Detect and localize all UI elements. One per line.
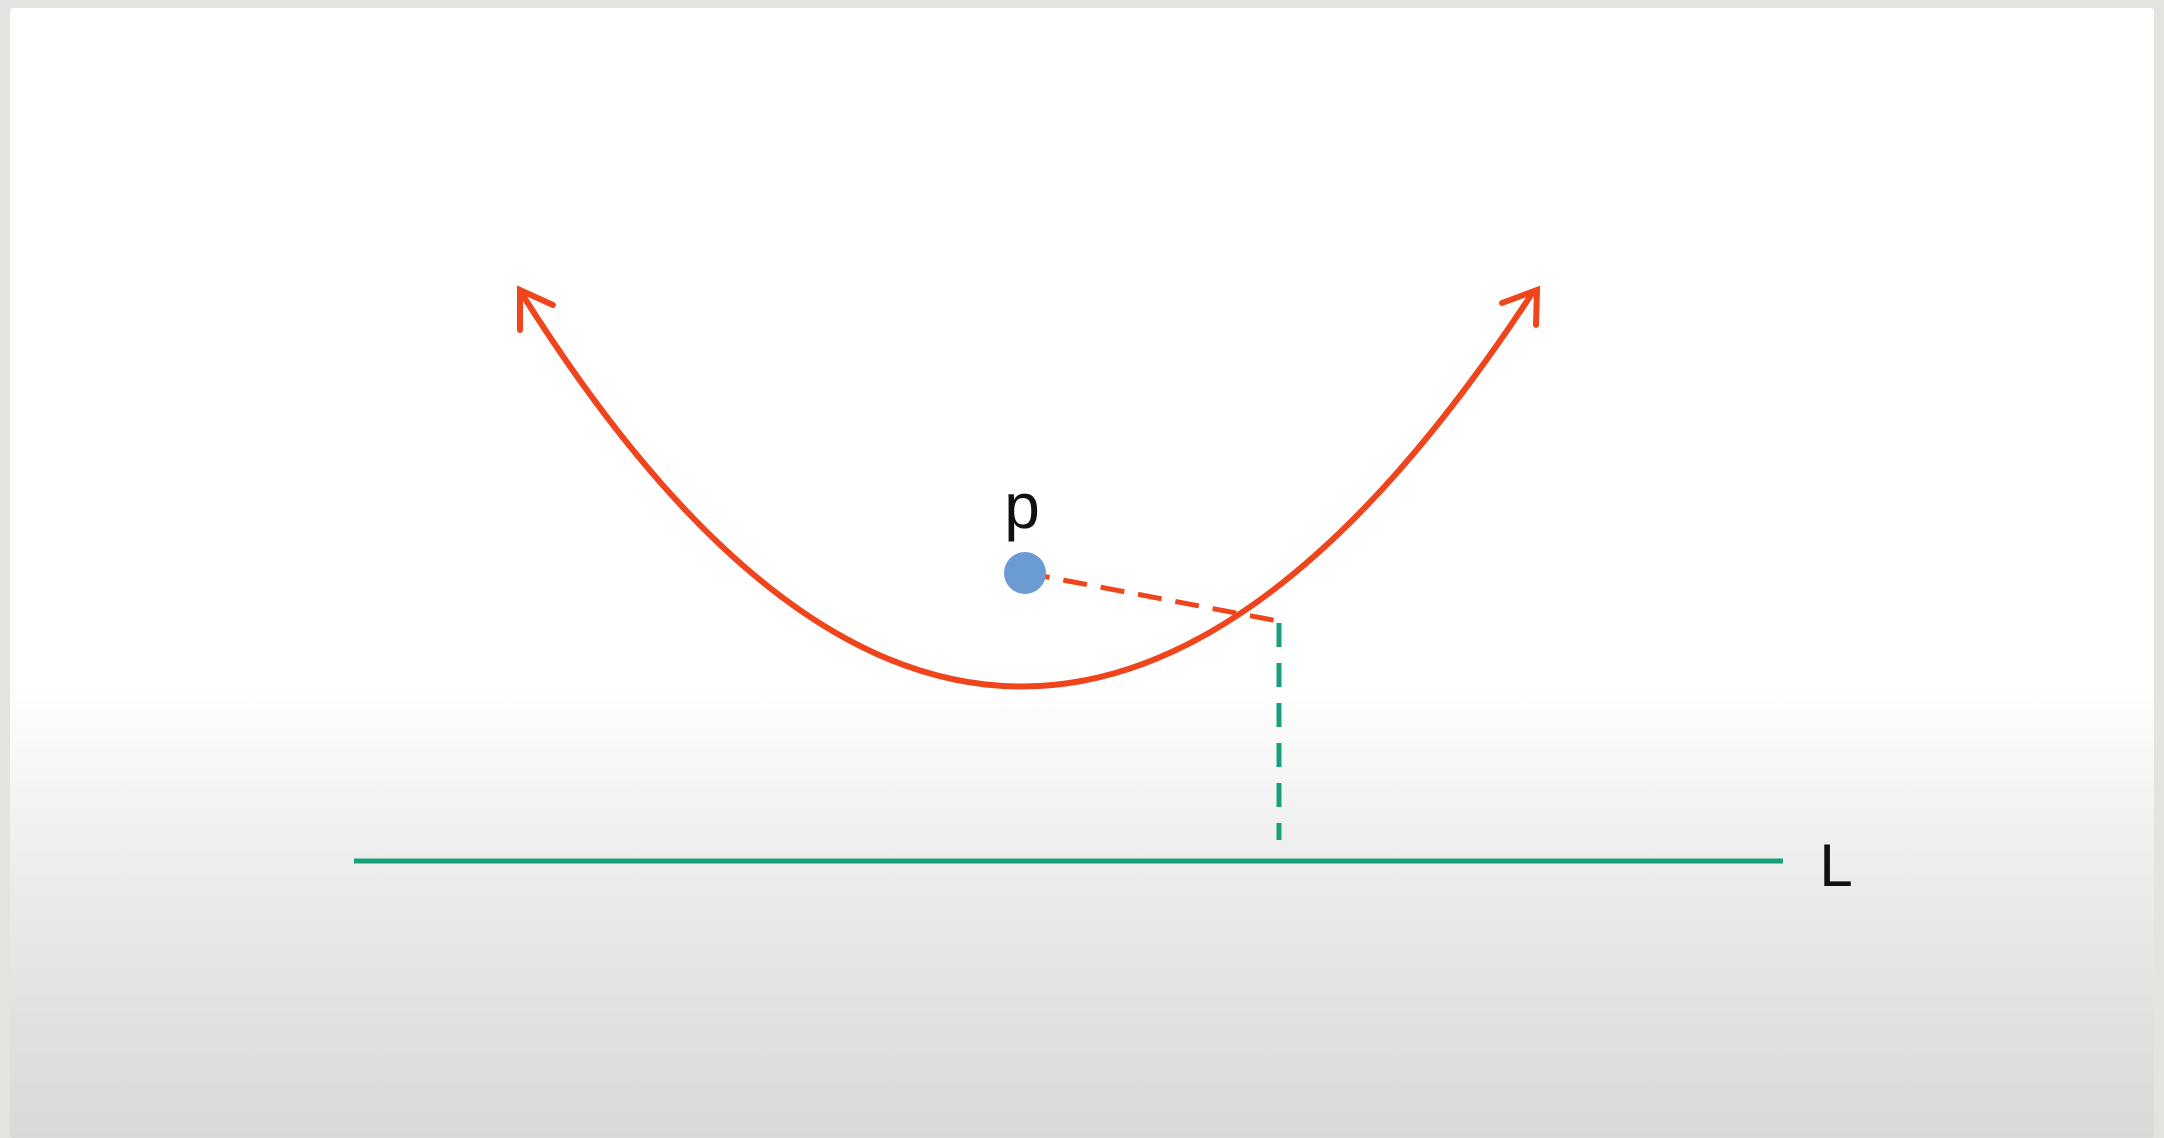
directrix-label: L	[1819, 832, 1852, 899]
focus-label: p	[1004, 470, 1040, 542]
parabola-curve	[519, 289, 1536, 690]
right-arrowhead-icon	[1499, 285, 1541, 328]
left-arrowhead-icon	[517, 285, 556, 333]
slide-canvas	[10, 8, 2154, 1138]
focus-point	[1004, 552, 1046, 594]
